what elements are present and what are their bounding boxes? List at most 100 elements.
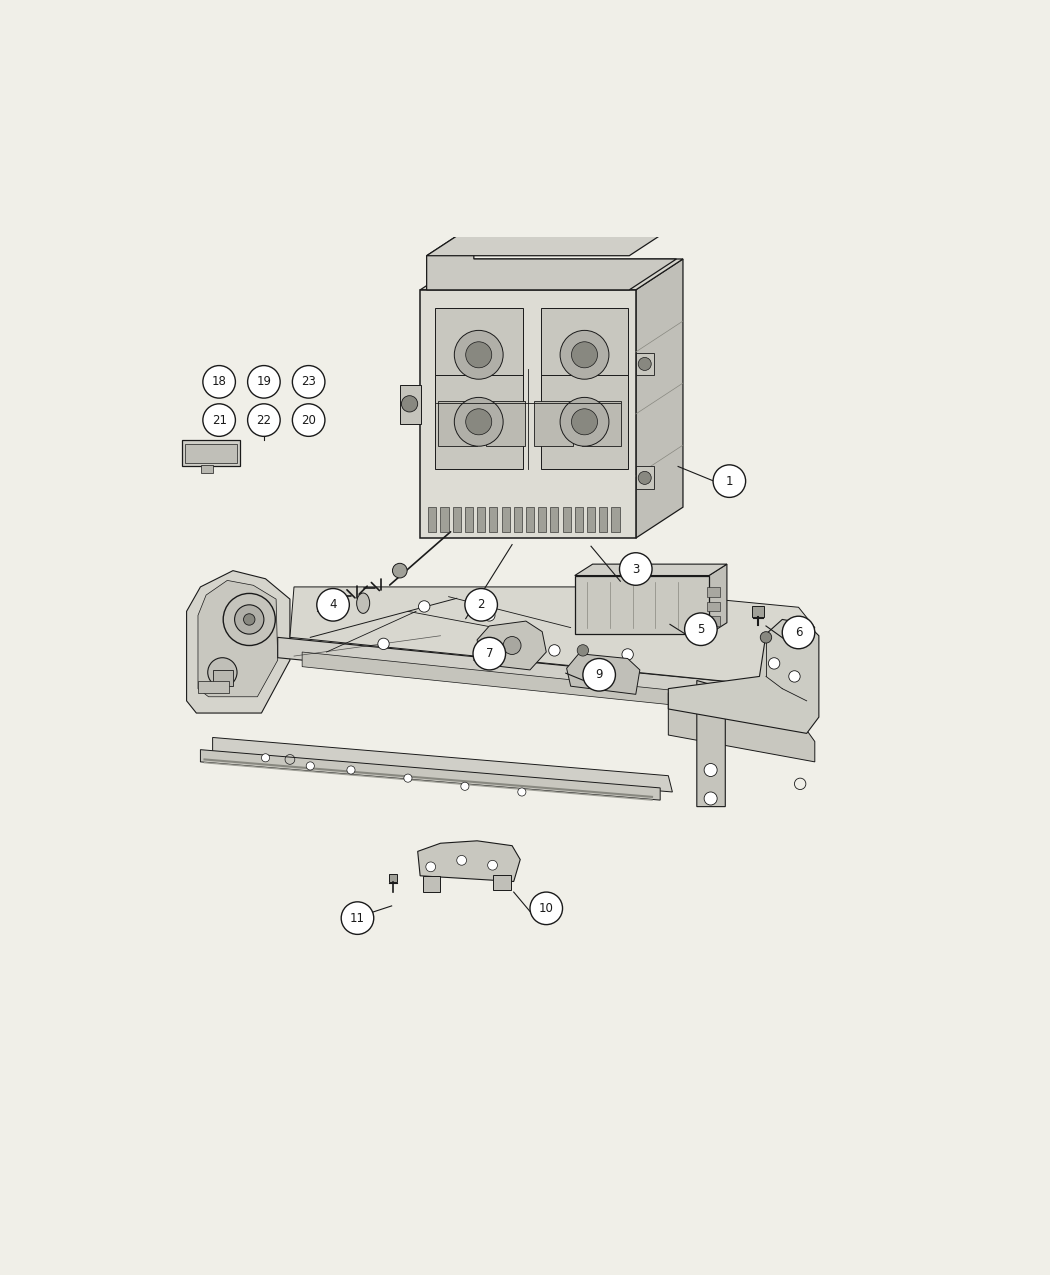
FancyBboxPatch shape bbox=[541, 309, 629, 402]
Polygon shape bbox=[418, 840, 520, 881]
Polygon shape bbox=[477, 621, 546, 669]
FancyBboxPatch shape bbox=[513, 507, 522, 532]
Circle shape bbox=[518, 788, 526, 796]
Text: 6: 6 bbox=[795, 626, 802, 639]
FancyBboxPatch shape bbox=[441, 507, 448, 532]
Circle shape bbox=[224, 593, 275, 645]
Circle shape bbox=[248, 366, 280, 398]
Circle shape bbox=[455, 330, 503, 379]
FancyBboxPatch shape bbox=[390, 875, 397, 882]
Circle shape bbox=[341, 901, 374, 935]
Text: 1: 1 bbox=[726, 474, 733, 487]
FancyBboxPatch shape bbox=[185, 444, 237, 463]
FancyBboxPatch shape bbox=[541, 375, 629, 469]
Circle shape bbox=[530, 892, 563, 924]
Circle shape bbox=[401, 395, 418, 412]
FancyBboxPatch shape bbox=[635, 353, 654, 375]
Circle shape bbox=[487, 861, 498, 870]
Circle shape bbox=[705, 792, 717, 805]
FancyBboxPatch shape bbox=[182, 440, 240, 467]
Circle shape bbox=[244, 613, 255, 625]
Text: 3: 3 bbox=[632, 562, 639, 575]
Circle shape bbox=[484, 609, 495, 621]
FancyBboxPatch shape bbox=[600, 507, 607, 532]
Circle shape bbox=[560, 398, 609, 446]
Polygon shape bbox=[420, 259, 682, 289]
Circle shape bbox=[769, 658, 780, 669]
FancyBboxPatch shape bbox=[708, 616, 720, 626]
FancyBboxPatch shape bbox=[420, 289, 635, 538]
FancyBboxPatch shape bbox=[708, 602, 720, 611]
Text: 18: 18 bbox=[212, 375, 227, 389]
Circle shape bbox=[503, 636, 521, 654]
Circle shape bbox=[357, 595, 369, 607]
Polygon shape bbox=[290, 586, 815, 688]
Circle shape bbox=[638, 472, 651, 484]
Polygon shape bbox=[426, 224, 676, 256]
FancyBboxPatch shape bbox=[611, 507, 619, 532]
FancyBboxPatch shape bbox=[453, 507, 461, 532]
Circle shape bbox=[760, 631, 772, 643]
Circle shape bbox=[419, 601, 429, 612]
Circle shape bbox=[261, 754, 270, 762]
FancyBboxPatch shape bbox=[212, 669, 233, 686]
Polygon shape bbox=[574, 564, 727, 575]
Polygon shape bbox=[212, 737, 672, 792]
Polygon shape bbox=[567, 654, 639, 695]
Polygon shape bbox=[669, 620, 819, 733]
Circle shape bbox=[622, 649, 633, 660]
FancyBboxPatch shape bbox=[550, 507, 559, 532]
Text: 22: 22 bbox=[256, 413, 271, 427]
FancyBboxPatch shape bbox=[574, 507, 583, 532]
Circle shape bbox=[248, 404, 280, 436]
FancyBboxPatch shape bbox=[494, 875, 511, 890]
Text: 10: 10 bbox=[539, 901, 553, 915]
FancyBboxPatch shape bbox=[587, 507, 595, 532]
FancyBboxPatch shape bbox=[502, 507, 509, 532]
Circle shape bbox=[571, 342, 597, 367]
Circle shape bbox=[203, 404, 235, 436]
Circle shape bbox=[713, 465, 746, 497]
Circle shape bbox=[461, 783, 469, 790]
FancyBboxPatch shape bbox=[428, 507, 437, 532]
Circle shape bbox=[466, 409, 491, 435]
Polygon shape bbox=[201, 750, 660, 801]
FancyBboxPatch shape bbox=[489, 507, 498, 532]
FancyBboxPatch shape bbox=[422, 876, 441, 892]
FancyBboxPatch shape bbox=[486, 402, 525, 446]
Circle shape bbox=[578, 645, 589, 657]
FancyBboxPatch shape bbox=[538, 507, 546, 532]
FancyBboxPatch shape bbox=[574, 575, 709, 634]
FancyBboxPatch shape bbox=[438, 402, 477, 446]
Circle shape bbox=[393, 564, 407, 578]
Text: 21: 21 bbox=[212, 413, 227, 427]
Circle shape bbox=[466, 342, 491, 367]
Circle shape bbox=[549, 645, 560, 657]
FancyBboxPatch shape bbox=[198, 681, 229, 692]
Polygon shape bbox=[709, 564, 727, 634]
Circle shape bbox=[638, 357, 651, 371]
Circle shape bbox=[685, 613, 717, 645]
Circle shape bbox=[782, 616, 815, 649]
Circle shape bbox=[404, 774, 412, 783]
Circle shape bbox=[560, 330, 609, 379]
FancyBboxPatch shape bbox=[635, 467, 654, 490]
Text: 23: 23 bbox=[301, 375, 316, 389]
FancyBboxPatch shape bbox=[465, 507, 472, 532]
Circle shape bbox=[317, 589, 350, 621]
Ellipse shape bbox=[357, 593, 370, 613]
FancyBboxPatch shape bbox=[752, 606, 763, 617]
FancyBboxPatch shape bbox=[435, 309, 523, 402]
Text: 7: 7 bbox=[485, 648, 494, 660]
Circle shape bbox=[457, 856, 466, 866]
Circle shape bbox=[571, 409, 597, 435]
Circle shape bbox=[346, 766, 355, 774]
FancyBboxPatch shape bbox=[563, 507, 571, 532]
FancyBboxPatch shape bbox=[582, 402, 622, 446]
Circle shape bbox=[426, 862, 436, 872]
Text: 2: 2 bbox=[478, 598, 485, 611]
FancyBboxPatch shape bbox=[526, 507, 534, 532]
FancyBboxPatch shape bbox=[477, 507, 485, 532]
Circle shape bbox=[789, 671, 800, 682]
Circle shape bbox=[705, 764, 717, 776]
